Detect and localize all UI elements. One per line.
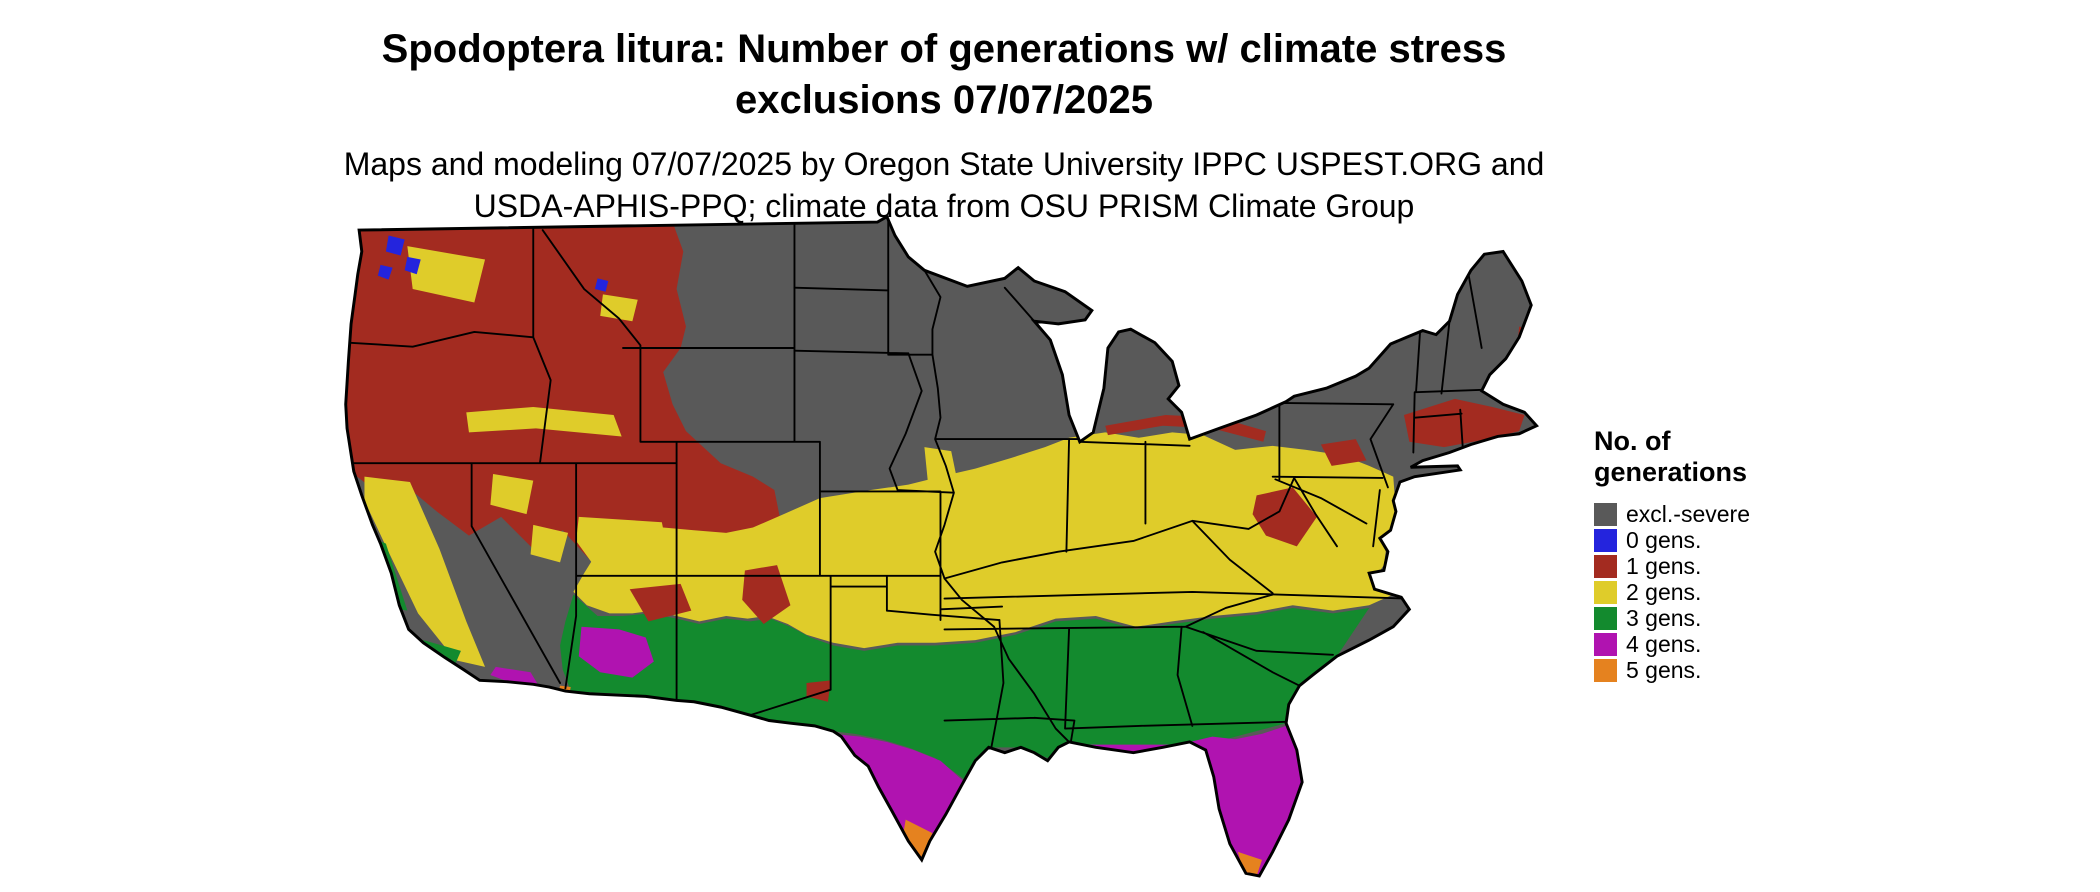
region-0-gens-specks (377, 235, 609, 292)
legend: No. of generations excl.-severe 0 gens. … (1594, 426, 1854, 684)
map-title-line2: exclusions 07/07/2025 (734, 78, 1154, 123)
us-map-svg (344, 215, 1539, 878)
legend-swatch-2-gens (1594, 581, 1617, 605)
legend-item-5-gens: 5 gens. (1594, 658, 1854, 683)
region-2-gens-west-patches (364, 246, 960, 667)
legend-item-excl-severe: excl.-severe (1594, 502, 1854, 527)
legend-swatch-5-gens (1594, 659, 1617, 683)
legend-item-3-gens: 3 gens. (1594, 606, 1854, 631)
map-title-line1: Spodoptera litura: Number of generations… (381, 27, 1507, 71)
map-subtitle: Maps and modeling 07/07/2025 by Oregon S… (0, 144, 1888, 227)
legend-swatch-1-gens (1594, 555, 1617, 579)
legend-title-line1: No. of (1594, 426, 1671, 456)
legend-item-1-gens: 1 gens. (1594, 554, 1854, 579)
legend-swatch-3-gens (1594, 607, 1617, 631)
state-borders-east (943, 272, 1491, 595)
state-borders-west (345, 223, 1001, 717)
state-borders-central (793, 216, 1408, 754)
page-header: Spodoptera litura: Number of generations… (0, 24, 1888, 228)
legend-item-4-gens: 4 gens. (1594, 632, 1854, 657)
legend-swatch-0-gens (1594, 529, 1617, 553)
us-generations-map (335, 214, 1554, 884)
legend-title-line2: generations (1594, 457, 1748, 488)
region-3-gens-band (560, 594, 1370, 780)
legend-item-0-gens: 0 gens. (1594, 528, 1854, 553)
legend-title: No. of generations (1594, 426, 1854, 488)
map-subtitle-line2: USDA-APHIS-PPQ; climate data from OSU PR… (473, 187, 1415, 224)
map-subtitle-line1: Maps and modeling 07/07/2025 by Oregon S… (343, 146, 1545, 183)
state-borders (345, 216, 1491, 754)
legend-swatch-4-gens (1594, 633, 1617, 657)
legend-items: excl.-severe 0 gens. 1 gens. 2 gens. 3 g… (1594, 502, 1854, 683)
legend-item-2-gens: 2 gens. (1594, 580, 1854, 605)
legend-swatch-excl-severe (1594, 503, 1617, 527)
